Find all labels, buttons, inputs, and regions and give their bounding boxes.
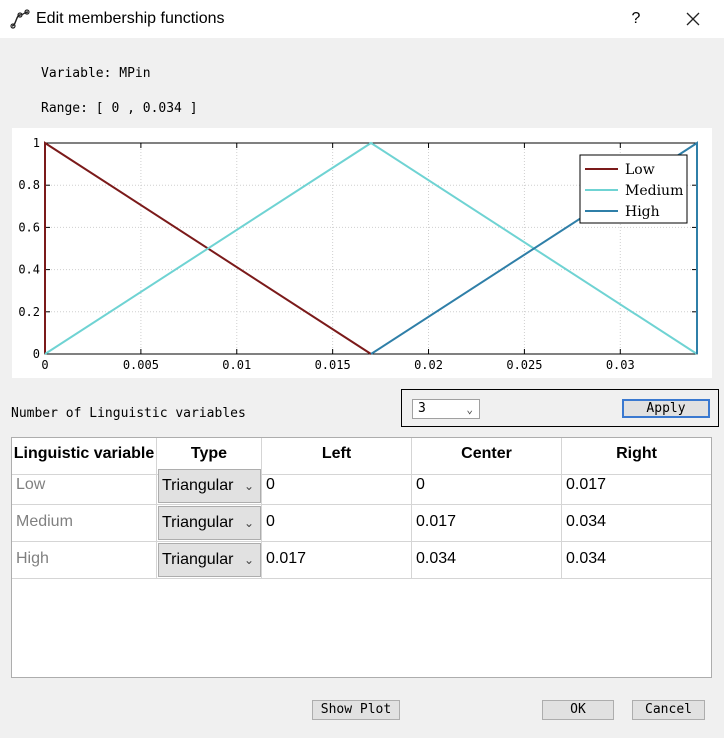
x-tick-label: 0.01 <box>222 358 251 372</box>
title-bar: Edit membership functions ? <box>0 0 724 38</box>
center-input[interactable]: 0 <box>412 468 562 504</box>
header-linguistic-variable: Linguistic variable <box>12 438 157 474</box>
range-label: Range: [ 0 , 0.034 ] <box>41 101 198 116</box>
right-input[interactable]: 0.034 <box>566 550 607 567</box>
legend-label: High <box>625 204 660 220</box>
chevron-down-icon: ⌄ <box>466 403 473 416</box>
y-tick-label: 0 <box>33 347 40 361</box>
membership-curve-icon <box>10 9 30 29</box>
x-tick-label: 0.005 <box>123 358 159 372</box>
left-input[interactable]: 0 <box>262 505 412 541</box>
membership-table: Linguistic variable Type Left Center Rig… <box>11 437 712 678</box>
row-name: High <box>12 542 157 578</box>
x-tick-label: 0.015 <box>315 358 351 372</box>
table-header: Linguistic variable Type Left Center Rig… <box>12 438 711 475</box>
x-tick-label: 0.02 <box>414 358 443 372</box>
membership-plot: 0 0.005 0.01 0.015 0.02 0.025 0.03 0 0.2 0.4 0.6 0.… <box>12 128 712 378</box>
legend-label: Low <box>625 162 655 178</box>
close-icon[interactable] <box>680 6 706 32</box>
type-dropdown[interactable]: Triangular ⌄ <box>158 543 261 577</box>
variable-label: Variable: MPin <box>41 66 151 81</box>
count-panel: 3 ⌄ Apply <box>401 389 719 427</box>
help-button[interactable]: ? <box>631 10 641 27</box>
type-value: Triangular <box>162 514 234 531</box>
series-line-medium <box>44 141 698 355</box>
type-cell: Triangular ⌄ <box>157 468 262 504</box>
right-input[interactable]: 0.034 <box>566 513 607 530</box>
window-title: Edit membership functions <box>36 10 225 27</box>
series-line-high <box>370 141 698 355</box>
type-cell: Triangular ⌄ <box>157 505 262 541</box>
x-tick-label: 0.03 <box>606 358 635 372</box>
left-input[interactable]: 0 <box>262 468 412 504</box>
y-tick-label: 0.4 <box>18 263 40 277</box>
type-value: Triangular <box>162 477 234 494</box>
count-value: 3 <box>418 401 426 416</box>
linguistic-count-label: Number of Linguistic variables <box>11 406 246 421</box>
table-row: Medium Triangular ⌄ 0 0.017 0.034 <box>12 505 711 542</box>
legend-label: Medium <box>625 183 683 199</box>
table-row: Low Triangular ⌄ 0 0 0.017 <box>12 468 711 505</box>
y-tick-label: 0.2 <box>18 305 40 319</box>
x-tick-label: 0.025 <box>506 358 542 372</box>
show-plot-button[interactable]: Show Plot <box>312 700 400 720</box>
right-input[interactable]: 0.017 <box>566 476 607 493</box>
chevron-down-icon: ⌄ <box>243 553 254 567</box>
type-dropdown[interactable]: Triangular ⌄ <box>158 469 261 503</box>
center-input[interactable]: 0.034 <box>412 542 562 578</box>
series-line-low <box>44 141 372 355</box>
row-name: Medium <box>12 505 157 541</box>
y-tick-label: 0.6 <box>18 220 40 234</box>
row-name: Low <box>12 468 157 504</box>
y-tick-label: 1 <box>33 136 40 150</box>
ok-button[interactable]: OK <box>542 700 614 720</box>
center-input[interactable]: 0.017 <box>412 505 562 541</box>
chevron-down-icon: ⌄ <box>243 516 254 530</box>
type-cell: Triangular ⌄ <box>157 542 262 578</box>
membership-chart: 0 0.005 0.01 0.015 0.02 0.025 0.03 0 0.2 0.4 0.6 0.… <box>18 136 698 372</box>
count-dropdown[interactable]: 3 ⌄ <box>412 399 480 419</box>
header-type: Type <box>157 438 262 474</box>
header-center: Center <box>412 438 562 474</box>
apply-button[interactable]: Apply <box>622 399 710 418</box>
left-input[interactable]: 0.017 <box>262 542 412 578</box>
header-left: Left <box>262 438 412 474</box>
type-dropdown[interactable]: Triangular ⌄ <box>158 506 261 540</box>
x-tick-label: 0 <box>41 358 48 372</box>
chevron-down-icon: ⌄ <box>243 479 254 493</box>
table-row: High Triangular ⌄ 0.017 0.034 0.034 <box>12 542 711 579</box>
y-tick-label: 0.8 <box>18 178 40 192</box>
header-right: Right <box>616 445 657 462</box>
type-value: Triangular <box>162 551 234 568</box>
cancel-button[interactable]: Cancel <box>632 700 705 720</box>
